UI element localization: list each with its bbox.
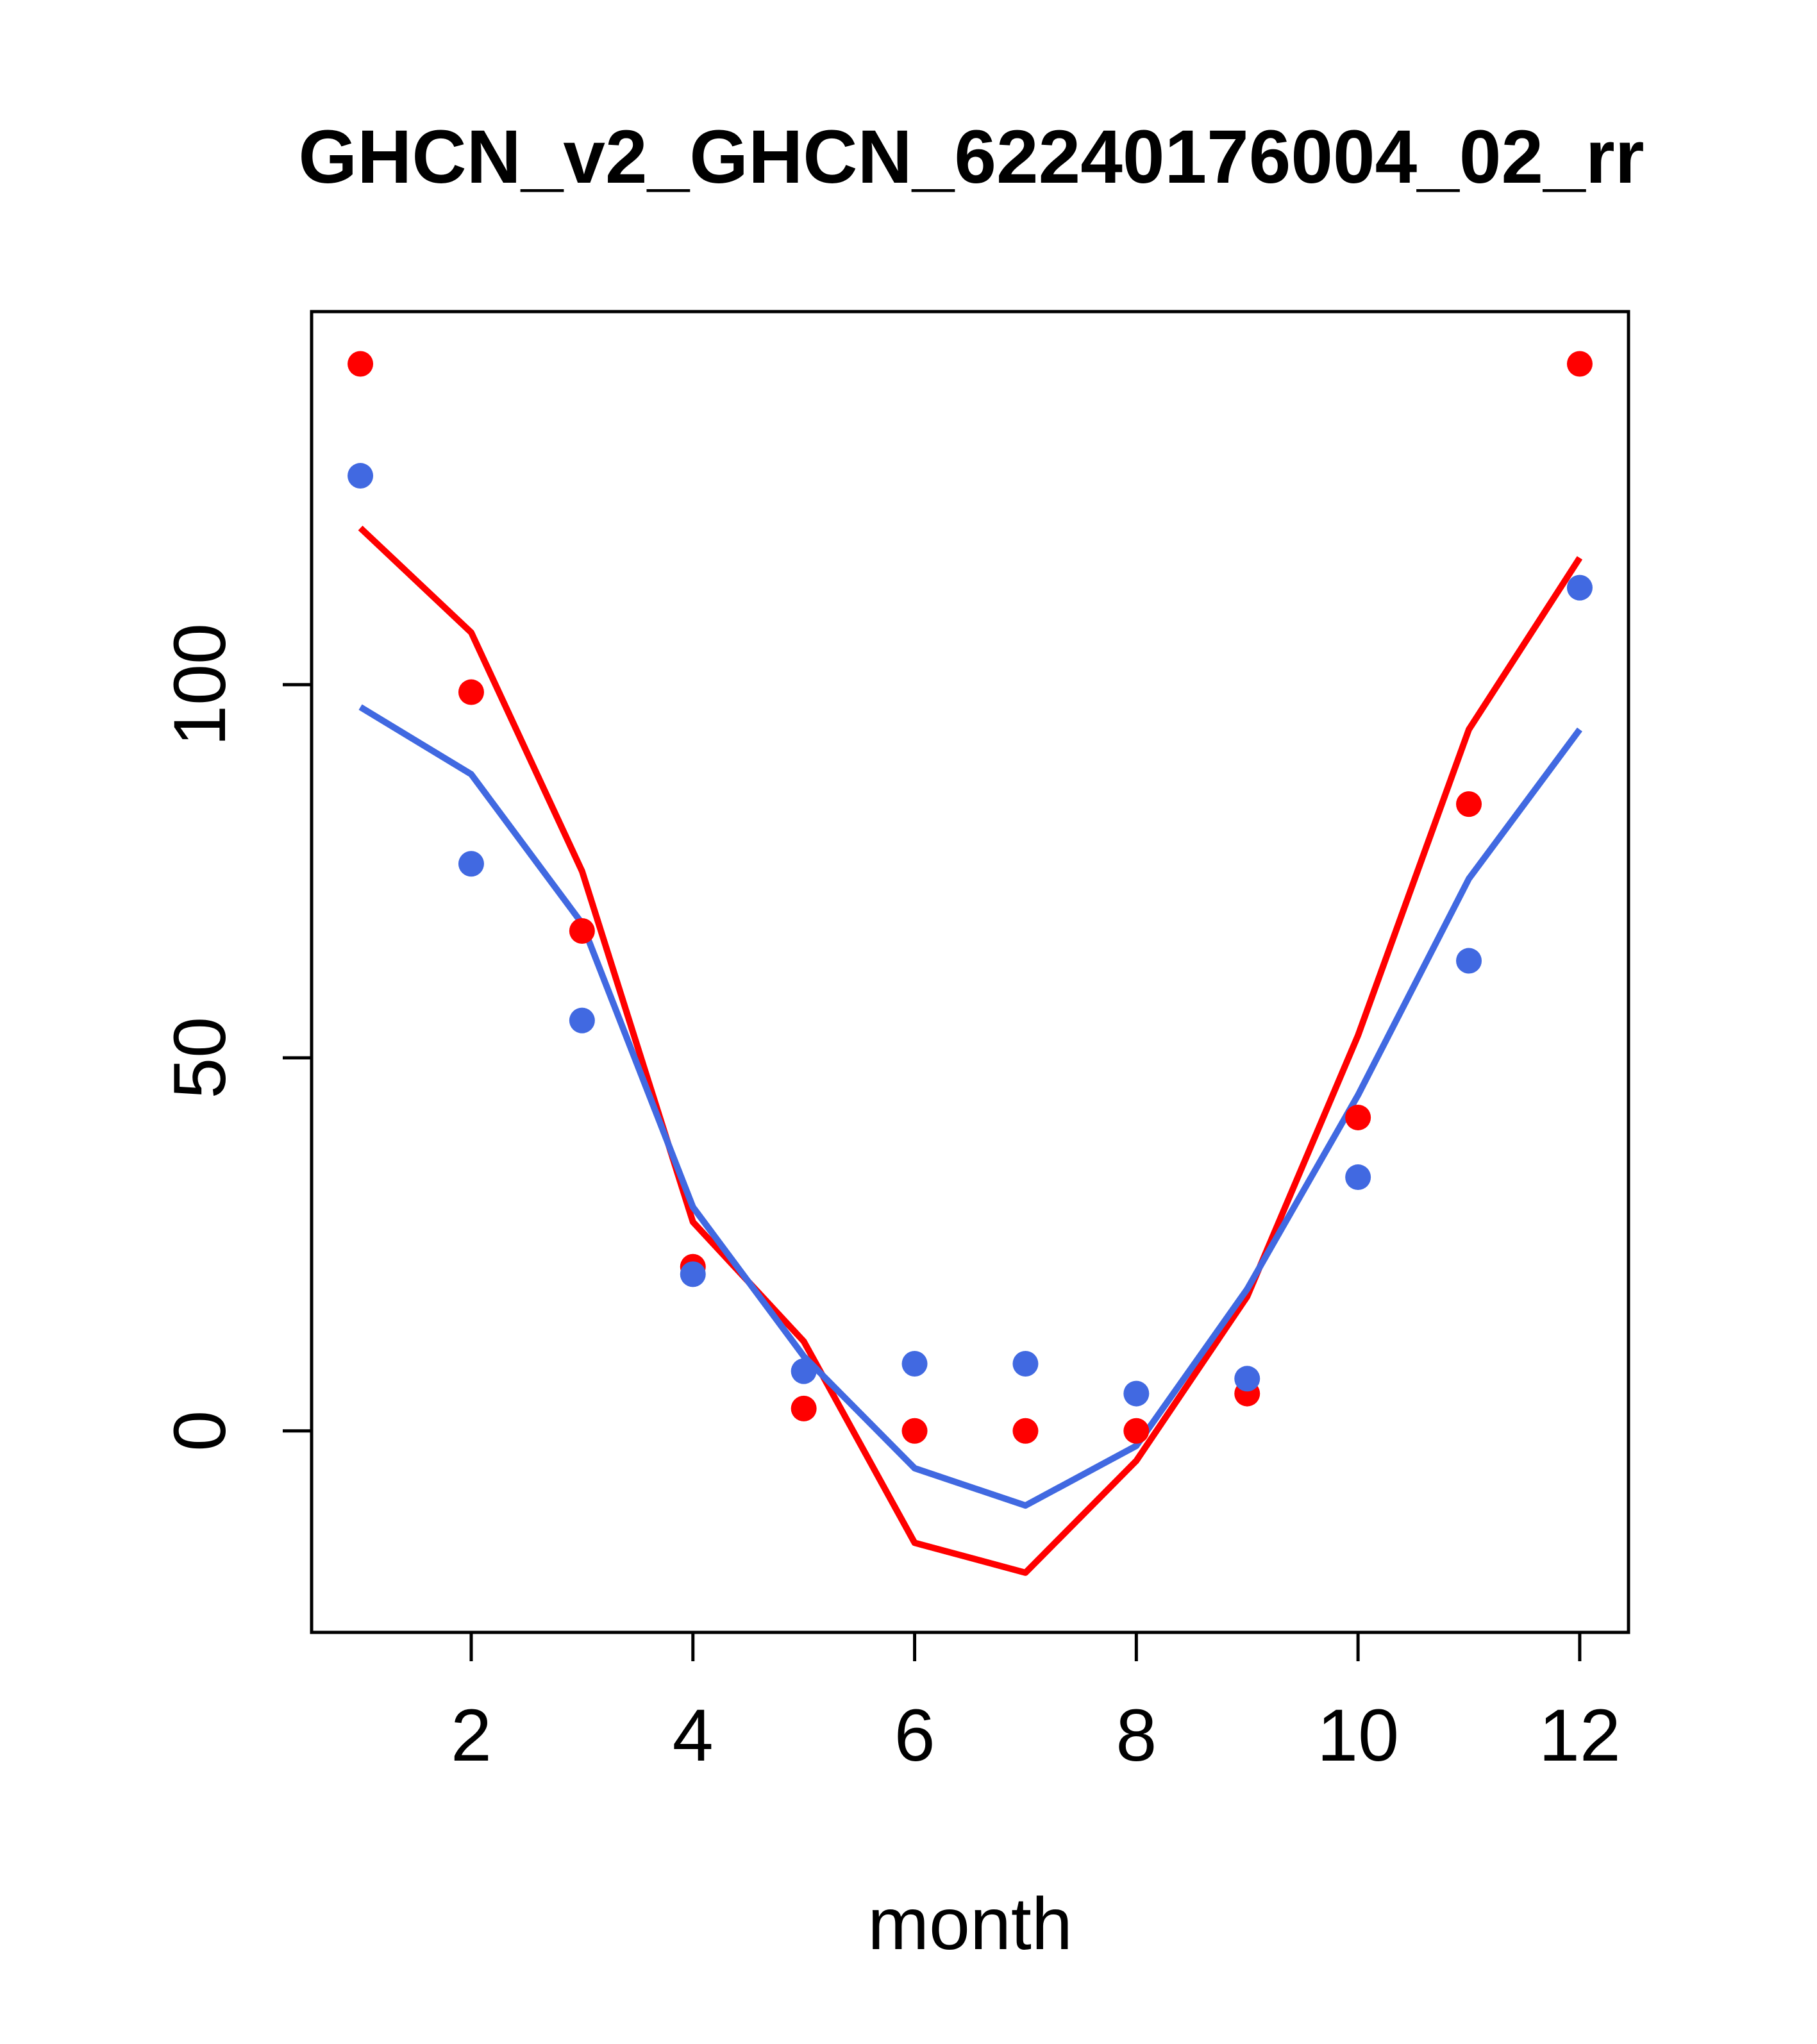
red-point (1456, 791, 1482, 817)
blue-point (569, 1007, 595, 1034)
x-tick-label: 6 (894, 1695, 935, 1777)
x-tick-label: 4 (673, 1695, 714, 1777)
y-tick-label: 50 (159, 1017, 241, 1099)
red-line (358, 525, 1583, 1576)
y-tick-label: 0 (159, 1411, 241, 1452)
x-tick-label: 2 (451, 1695, 492, 1777)
red-point (458, 679, 484, 705)
blue-point (458, 851, 484, 877)
x-tick-label: 10 (1317, 1695, 1399, 1777)
blue-point (791, 1358, 817, 1384)
red-point (791, 1395, 817, 1421)
blue-point (1012, 1351, 1039, 1377)
red-point (347, 351, 374, 377)
plot-border (310, 310, 1630, 1634)
blue-point (1566, 574, 1593, 601)
red-point (1345, 1104, 1371, 1130)
y-tick-label: 100 (159, 623, 241, 746)
blue-point (1456, 948, 1482, 974)
blue-point (1234, 1366, 1260, 1392)
red-point (1012, 1418, 1039, 1444)
blue-point (680, 1261, 706, 1287)
blue-point (901, 1351, 928, 1377)
red-point (569, 917, 595, 944)
x-tick-label: 8 (1116, 1695, 1157, 1777)
blue-point (1123, 1380, 1150, 1407)
blue-point (347, 463, 374, 489)
blue-line (358, 704, 1582, 1509)
plot-area: 2 4 6 8 10 12 0 50 100 (159, 310, 1630, 1777)
red-point (1566, 351, 1593, 377)
x-tick-label: 12 (1539, 1695, 1621, 1777)
chart-title: GHCN_v2_GHCN_62240176004_02_rr (298, 115, 1644, 199)
blue-point (1345, 1164, 1371, 1191)
red-point (901, 1418, 928, 1444)
x-axis-label: month (867, 1883, 1073, 1965)
red-point (1123, 1418, 1150, 1444)
